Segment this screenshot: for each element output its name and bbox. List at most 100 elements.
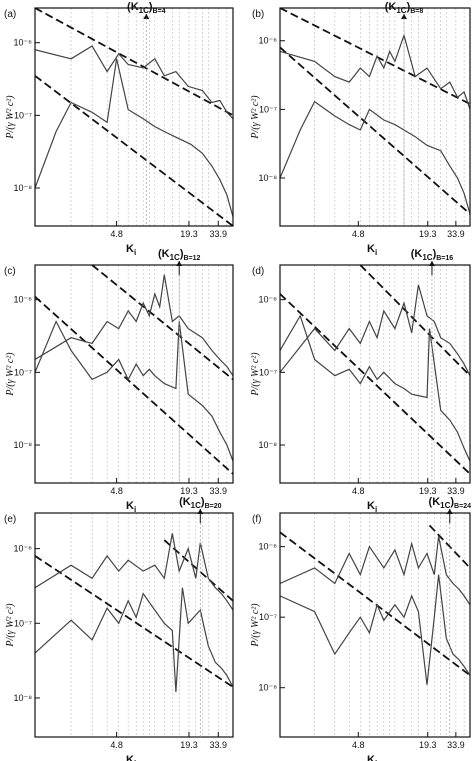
y-axis-label: P/(γ W² c²) [250,603,261,648]
y-tick-label: 10⁻⁸ [258,173,277,183]
x-tick-label: 4.8 [352,229,365,239]
dashed-trend-line [280,293,470,475]
annotation-arrowhead [176,261,183,266]
spectrum-line [280,100,470,215]
dashed-trend-line [280,46,470,215]
plot-frame [34,264,234,484]
critical-k-annotation: (K1C)B=20 [179,496,222,510]
annotation-close: ) [433,248,437,260]
x-axis-label: Ki [367,243,377,257]
annotation-subscript: B=8 [410,8,423,15]
x-tick-label: 4.8 [110,740,123,750]
x-tick-label: 4.8 [352,740,365,750]
plot-frame [34,7,234,227]
plot-frame [279,7,471,227]
x-axis-label-sub: i [375,248,377,257]
x-axis-label: Ki [126,243,136,257]
chart-panel-2: 10⁻⁶ 10⁻⁷ 10⁻⁸ 4.8 19.3 33.9 (b) P/(γ W² c²) Ki (… [250,1,471,257]
chart-panel-3: 10⁻⁶ 10⁻⁷ 10⁻⁸ 4.8 19.3 33.9 (c) P/(γ W² c²) Ki (… [4,248,234,514]
dashed-trend-line [280,531,470,677]
annotation-open: (K [158,248,170,260]
annotation-arrowhead [428,261,435,266]
dashed-trend-line [35,555,233,688]
plot-frame [34,512,234,738]
x-tick-label: 19.3 [419,740,437,750]
y-tick-label: 10⁻⁶ [14,295,33,305]
x-tick-label: 33.9 [447,740,465,750]
annotation-sub: 1C [170,253,180,262]
y-tick-label: 10⁻⁸ [13,183,32,193]
critical-k-annotation: (K1C)B=24 [429,496,472,510]
annotation-arrowhead [143,14,150,19]
spectrum-line [35,274,233,377]
annotation-sub: 1C [139,6,149,15]
y-tick-label: 10⁻⁶ [259,542,278,552]
annotation-subscript: B=16 [436,255,453,262]
spectrum-line [280,536,470,606]
y-tick-label: 10⁻⁶ [259,295,278,305]
y-axis-label: P/(γ W² c²) [5,603,16,648]
x-axis-label: Ki [367,754,377,761]
spectrum-line [35,587,233,693]
x-tick-label: 4.8 [110,486,123,496]
panel-label: (c) [4,266,16,277]
annotation-open: (K [127,1,139,13]
panel-label: (e) [4,514,16,525]
annotation-sub: 1C [191,501,201,510]
annotation-sub: 1C [440,501,450,510]
spectrum-line [35,320,233,462]
dashed-trend-line [35,75,233,226]
x-tick-label: 33.9 [210,740,228,750]
y-tick-label: 10⁻⁷ [14,110,32,120]
x-tick-label: 19.3 [180,229,198,239]
dashed-trend-line [35,8,233,117]
plot-frame [279,512,471,738]
annotation-open: (K [411,248,423,260]
x-tick-label: 19.3 [419,229,437,239]
x-axis-label-sub: i [134,248,136,257]
y-axis-label: P/(γ W² c²) [5,352,16,397]
annotation-sub: 1C [422,253,432,262]
annotation-subscript: B=20 [205,503,222,510]
y-tick-label: 10⁻⁷ [14,618,32,628]
critical-k-annotation: (K1C)B=8 [385,1,424,15]
y-tick-label: 10⁻⁸ [13,693,32,703]
x-axis-label-sub: i [134,759,136,761]
critical-k-annotation: (K1C)B=16 [411,248,454,262]
x-tick-label: 19.3 [180,740,198,750]
spectrum-line [35,533,233,611]
y-tick-label: 10⁻⁷ [259,104,277,114]
panel-label: (f) [252,514,261,525]
y-tick-label: 10⁻⁷ [14,367,32,377]
x-tick-label: 33.9 [447,229,465,239]
x-axis-label: Ki [367,500,377,514]
chart-panel-6: 10⁻⁶ 10⁻⁷ 10⁻⁸ 4.8 19.3 33.9 (f) P/(γ W² c²) Ki (… [250,496,471,761]
x-axis-label-sub: i [375,505,377,514]
annotation-arrowhead [197,509,204,514]
annotation-open: (K [385,1,397,13]
annotation-close: ) [407,1,411,13]
annotation-close: ) [149,1,153,13]
annotation-arrowhead [401,14,408,19]
critical-k-annotation: (K1C)B=4 [127,1,166,15]
x-axis-label-sub: i [134,505,136,514]
spectrum-line [280,33,470,110]
x-tick-label: 33.9 [210,229,228,239]
x-axis-label: Ki [126,500,136,514]
x-tick-label: 4.8 [352,486,365,496]
annotation-close: ) [180,248,184,260]
panel-label: (d) [252,266,264,277]
critical-k-annotation: (K1C)B=12 [158,248,201,262]
spectrum-line [35,45,233,120]
dashed-trend-line [91,265,233,381]
y-tick-label: 10⁻⁸ [258,683,277,693]
annotation-arrowhead [446,509,453,514]
y-tick-label: 10⁻⁸ [258,440,277,450]
annotation-sub: 1C [396,6,406,15]
y-tick-label: 10⁻⁶ [14,38,33,48]
dashed-trend-line [359,265,470,377]
spectrum-line [280,284,470,376]
annotation-subscript: B=24 [454,503,471,510]
spectrum-line [35,58,233,218]
y-tick-label: 10⁻⁷ [259,612,277,622]
